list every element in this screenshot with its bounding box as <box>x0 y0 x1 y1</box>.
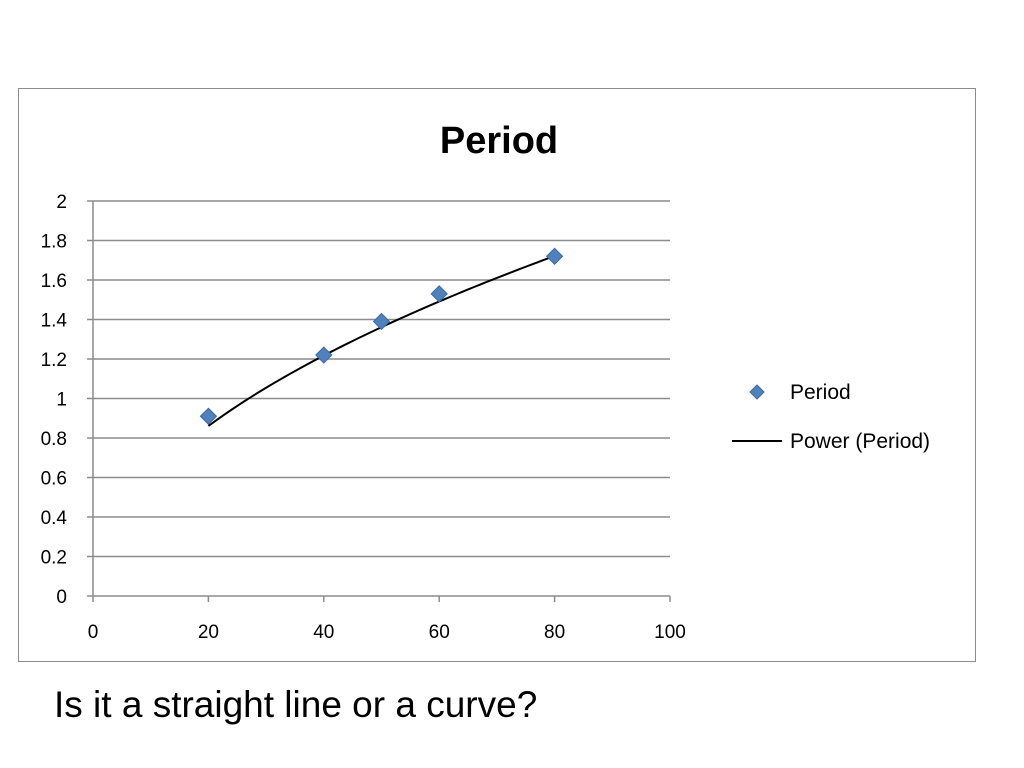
y-tick-label: 0.6 <box>41 469 67 490</box>
y-tick-labels: 0 0.2 0.4 0.6 0.8 1 1.2 1.4 1.6 1.8 2 <box>41 192 68 608</box>
trendline <box>207 255 555 427</box>
y-tick-label: 1.6 <box>41 271 67 292</box>
y-tick-label: 0 <box>56 587 67 608</box>
y-tick-label: 0.2 <box>41 548 67 569</box>
legend-diamond-marker <box>749 384 765 400</box>
chart-svg: Period 0 0.2 0.4 0.6 0.8 1 1.2 1.4 1.6 1.8 2 0 20 40… <box>41 120 930 643</box>
x-tick-label: 20 <box>198 622 219 643</box>
slide-caption: Is it a straight line or a curve? <box>54 684 538 725</box>
y-tick-label: 1 <box>56 390 67 411</box>
x-tick-label: 80 <box>544 622 565 643</box>
data-point <box>430 285 448 303</box>
axes <box>87 200 671 602</box>
data-points <box>199 247 564 425</box>
legend-label-power-period: Power (Period) <box>790 430 930 453</box>
data-point <box>545 247 564 266</box>
data-point <box>372 312 391 331</box>
x-tick-label: 40 <box>313 622 334 643</box>
y-tick-label: 2 <box>56 192 67 213</box>
x-tick-label: 60 <box>429 622 450 643</box>
y-tick-label: 0.8 <box>41 429 67 450</box>
legend-label-period: Period <box>790 381 851 404</box>
legend: Period Power (Period) <box>732 381 930 453</box>
data-point <box>315 346 333 364</box>
x-tick-label: 100 <box>654 622 686 643</box>
y-tick-label: 1.8 <box>41 232 67 253</box>
y-tick-label: 1.2 <box>41 350 67 371</box>
x-tick-labels: 0 20 40 60 80 100 <box>88 622 686 643</box>
x-tick-label: 0 <box>88 622 99 643</box>
trendline-layer <box>207 255 555 427</box>
gridlines <box>93 200 670 558</box>
data-point <box>199 407 218 425</box>
y-tick-label: 0.4 <box>41 508 68 529</box>
chart-title: Period <box>440 120 558 162</box>
y-tick-label: 1.4 <box>41 311 68 332</box>
chart-frame: Period 0 0.2 0.4 0.6 0.8 1 1.2 1.4 1.6 1.8 2 0 20 40… <box>18 88 976 662</box>
